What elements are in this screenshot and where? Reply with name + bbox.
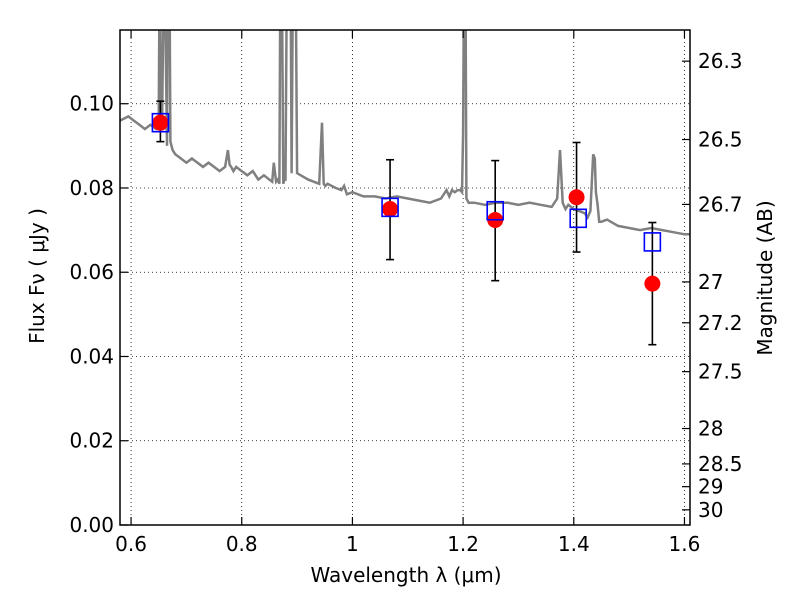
x-tick-label: 1.4 (558, 532, 590, 556)
y-axis-title: Flux Fν ( μJy ) (25, 208, 49, 344)
right-tick-label: 30 (698, 498, 723, 522)
x-tick-label: 1.2 (447, 532, 479, 556)
right-tick-label: 26.7 (698, 192, 743, 216)
x-tick-label: 1.6 (669, 532, 701, 556)
model-square (486, 200, 505, 221)
observed-point (382, 201, 399, 218)
right-tick-label: 27 (698, 270, 723, 294)
observed-point (568, 189, 585, 206)
observed-point (644, 275, 661, 292)
grid-layer (120, 30, 690, 526)
model-spectrum-line (120, 30, 690, 236)
right-tick-label: 27.5 (698, 360, 743, 384)
plot-frame (119, 29, 691, 526)
right-tick-label: 28.5 (698, 452, 743, 476)
x-tick-label: 1 (346, 532, 359, 556)
observed-point (152, 114, 169, 131)
model-square (569, 208, 588, 229)
y-tick-label: 0.10 (69, 92, 114, 116)
right-tick-label: 27.2 (698, 311, 743, 335)
right-tick-label: 29 (698, 475, 723, 499)
right-tick-label: 26.3 (698, 49, 743, 73)
right-axis-title: Magnitude (AB) (753, 200, 777, 355)
model-square (381, 197, 399, 218)
model-square (151, 112, 170, 133)
x-ticks: 0.6 0.8 1 1.2 1.4 1.6 (115, 30, 700, 556)
y-ticks: 0.00 0.02 0.04 0.06 0.08 0.10 (69, 92, 128, 537)
y-tick-label: 0.00 (69, 513, 114, 537)
y-tick-label: 0.02 (69, 429, 114, 453)
observed-points (152, 114, 661, 292)
y-tick-label: 0.06 (69, 260, 114, 284)
plot-clip-group (120, 30, 690, 346)
model-squares (151, 112, 662, 252)
error-bars (156, 100, 657, 346)
x-axis-title: Wavelength λ (μm) (310, 563, 501, 587)
right-tick-label: 26.5 (698, 128, 743, 152)
y-tick-label: 0.08 (69, 176, 114, 200)
x-tick-label: 0.6 (115, 532, 147, 556)
x-tick-label: 0.8 (226, 532, 258, 556)
y-tick-label: 0.04 (69, 344, 114, 368)
right-tick-label: 28 (698, 417, 723, 441)
model-square (643, 232, 662, 252)
